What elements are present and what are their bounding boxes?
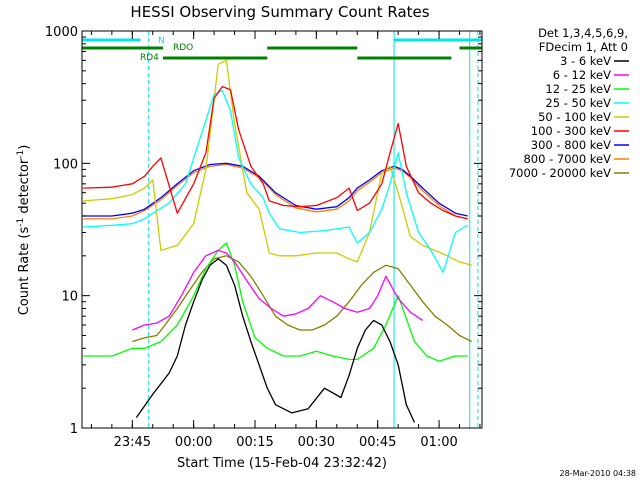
x-tick-label-0: 23:45 (114, 435, 151, 450)
legend-label-5: 100 - 300 keV (531, 124, 611, 138)
legend: Det 1,3,4,5,6,9,FDecim 1, Att 03 - 6 keV… (509, 26, 629, 180)
legend-label-0: 3 - 6 keV (560, 54, 611, 68)
legend-label-8: 7000 - 20000 keV (509, 166, 611, 180)
y-tick-label-0: 1 (70, 422, 78, 437)
x-tick-label-4: 00:45 (359, 435, 396, 450)
status-bar-label-2: RDO (173, 43, 193, 53)
series-line-6 (83, 162, 468, 217)
series-line-0 (135, 258, 416, 423)
status-bar-label-1: N (158, 36, 165, 46)
y-axis-label-end: ) (17, 145, 32, 150)
y-tick-label-3: 1000 (45, 25, 78, 40)
series-line-7 (83, 163, 468, 220)
plot-inner (82, 31, 482, 428)
legend-label-1: 6 - 12 keV (553, 68, 611, 82)
y-tick-label-1: 10 (61, 290, 78, 305)
legend-label-2: 12 - 25 keV (545, 82, 611, 96)
x-tick-label-3: 00:30 (298, 435, 335, 450)
y-axis-label-exp2: -1 (16, 150, 26, 159)
y-axis-label-mid: detector (17, 158, 32, 218)
legend-label-7: 800 - 7000 keV (523, 152, 611, 166)
status-bar-label-3: RD4 (140, 53, 159, 63)
x-tick-label-1: 00:00 (175, 435, 212, 450)
plot-area: N RDO RD4 (82, 31, 482, 428)
y-axis-label: Count Rate (s-1 detector-1) (16, 145, 32, 316)
series-line-1 (132, 249, 424, 331)
chart-title: HESSI Observing Summary Count Rates (130, 3, 429, 21)
x-tick-label-5: 01:00 (420, 435, 457, 450)
legend-label-6: 300 - 800 keV (531, 138, 611, 152)
axes: 1 10 100 1000 23:45 00:00 00:15 00:30 00:45 01:00 (45, 25, 482, 450)
legend-label-4: 50 - 100 keV (538, 110, 611, 124)
y-axis-label-exp1: -1 (16, 218, 26, 227)
generation-timestamp: 28-Mar-2010 04:38 (560, 469, 637, 478)
series-line-8 (132, 255, 473, 343)
x-axis-label: Start Time (15-Feb-04 23:32:42) (177, 456, 387, 471)
legend-header-0: Det 1,3,4,5,6,9, (538, 26, 628, 40)
y-tick-label-2: 100 (53, 157, 78, 172)
series-line-4 (83, 59, 472, 266)
legend-label-3: 25 - 50 keV (545, 96, 611, 110)
plot-frame (81, 30, 483, 429)
series-line-3 (83, 89, 469, 274)
legend-header-1: FDecim 1, Att 0 (539, 40, 628, 54)
series-line-2 (83, 242, 468, 362)
series-line-5 (83, 85, 468, 220)
x-tick-label-2: 00:15 (236, 435, 273, 450)
y-axis-label-main: Count Rate (s (17, 227, 32, 316)
